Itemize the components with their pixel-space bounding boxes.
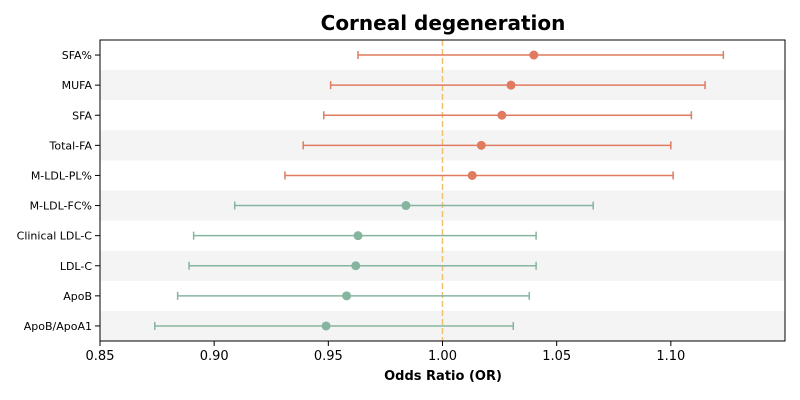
y-tick-label: ApoB/ApoA1 (24, 320, 92, 333)
y-tick-label: Clinical LDL-C (17, 230, 93, 243)
y-axis: SFA% MUFA SFA Total-FA M-LDL-PL% M-LDL-FC% Cli… (17, 49, 100, 333)
point-estimate (351, 261, 361, 271)
x-tick-label: 1.10 (656, 349, 685, 364)
x-tick-label: 0.85 (86, 349, 115, 364)
x-axis: 0.85 0.90 0.95 1.00 1.05 1.10 (86, 341, 685, 364)
y-tick-label: SFA (72, 109, 92, 122)
plot-marks (154, 50, 725, 331)
y-tick-label: SFA% (62, 49, 92, 62)
y-tick-label: M-LDL-FC% (30, 200, 92, 213)
x-tick-label: 0.95 (314, 349, 343, 364)
y-tick-label: LDL-C (60, 260, 93, 273)
y-tick-label: MUFA (62, 79, 93, 92)
chart-title: Corneal degeneration (321, 11, 566, 35)
point-estimate (467, 170, 477, 180)
point-estimate (401, 201, 411, 211)
y-tick-label: ApoB (63, 290, 92, 303)
y-tick-label: Total-FA (48, 139, 92, 152)
point-estimate (342, 291, 352, 301)
x-axis-label: Odds Ratio (OR) (384, 369, 502, 384)
point-estimate (506, 80, 516, 90)
y-tick-label: M-LDL-PL% (31, 169, 92, 182)
point-estimate (497, 110, 507, 120)
point-estimate (353, 231, 363, 241)
x-tick-label: 0.90 (200, 349, 229, 364)
point-estimate (529, 50, 539, 60)
x-tick-label: 1.00 (428, 349, 457, 364)
point-estimate (321, 321, 331, 331)
x-tick-label: 1.05 (542, 349, 571, 364)
point-estimate (476, 140, 486, 150)
